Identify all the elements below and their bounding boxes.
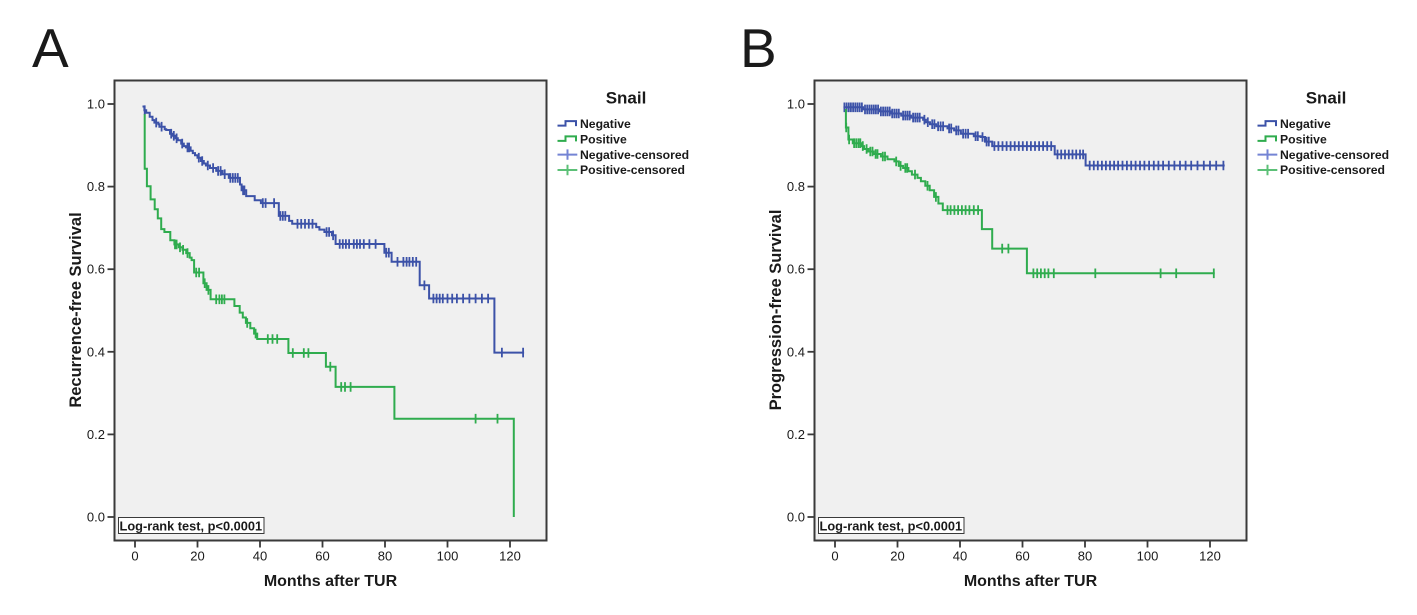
svg-text:Negative: Negative [1280, 117, 1331, 131]
svg-text:Log-rank test, p<0.0001: Log-rank test, p<0.0001 [120, 519, 263, 534]
svg-text:Snail: Snail [1306, 89, 1347, 108]
svg-text:1.0: 1.0 [787, 97, 805, 112]
svg-text:Positive: Positive [1280, 133, 1327, 147]
svg-text:0: 0 [831, 549, 838, 564]
svg-text:100: 100 [437, 549, 459, 564]
svg-text:Progression-free Survival: Progression-free Survival [767, 210, 785, 411]
svg-text:Negative-censored: Negative-censored [580, 148, 689, 162]
svg-text:Recurrence-free Survival: Recurrence-free Survival [67, 212, 85, 407]
svg-text:0.0: 0.0 [87, 510, 105, 525]
svg-text:1.0: 1.0 [87, 97, 105, 112]
svg-text:Negative: Negative [580, 117, 631, 131]
svg-text:0.6: 0.6 [87, 262, 105, 277]
svg-text:0.0: 0.0 [787, 510, 805, 525]
svg-text:80: 80 [1078, 549, 1092, 564]
svg-text:Log-rank test, p<0.0001: Log-rank test, p<0.0001 [820, 519, 963, 534]
svg-text:Negative-censored: Negative-censored [1280, 148, 1389, 162]
svg-text:40: 40 [253, 549, 267, 564]
svg-text:0.4: 0.4 [87, 344, 105, 359]
svg-text:0.2: 0.2 [787, 427, 805, 442]
svg-text:120: 120 [499, 549, 521, 564]
svg-text:0.6: 0.6 [787, 262, 805, 277]
svg-text:Positive-censored: Positive-censored [580, 163, 685, 177]
svg-text:0.8: 0.8 [87, 179, 105, 194]
svg-text:0.8: 0.8 [787, 179, 805, 194]
svg-text:B: B [740, 17, 777, 79]
svg-text:120: 120 [1199, 549, 1221, 564]
svg-text:Months after TUR: Months after TUR [264, 573, 398, 590]
svg-text:A: A [32, 17, 69, 79]
svg-text:60: 60 [315, 549, 329, 564]
svg-text:40: 40 [953, 549, 967, 564]
svg-text:0.4: 0.4 [787, 344, 805, 359]
svg-text:0.2: 0.2 [87, 427, 105, 442]
svg-text:Months after TUR: Months after TUR [964, 573, 1098, 590]
svg-text:20: 20 [190, 549, 204, 564]
svg-text:100: 100 [1137, 549, 1159, 564]
svg-text:Positive-censored: Positive-censored [1280, 163, 1385, 177]
svg-text:Snail: Snail [606, 89, 647, 108]
svg-text:60: 60 [1015, 549, 1029, 564]
svg-text:20: 20 [890, 549, 904, 564]
svg-text:80: 80 [378, 549, 392, 564]
svg-text:0: 0 [131, 549, 138, 564]
svg-text:Positive: Positive [580, 133, 627, 147]
